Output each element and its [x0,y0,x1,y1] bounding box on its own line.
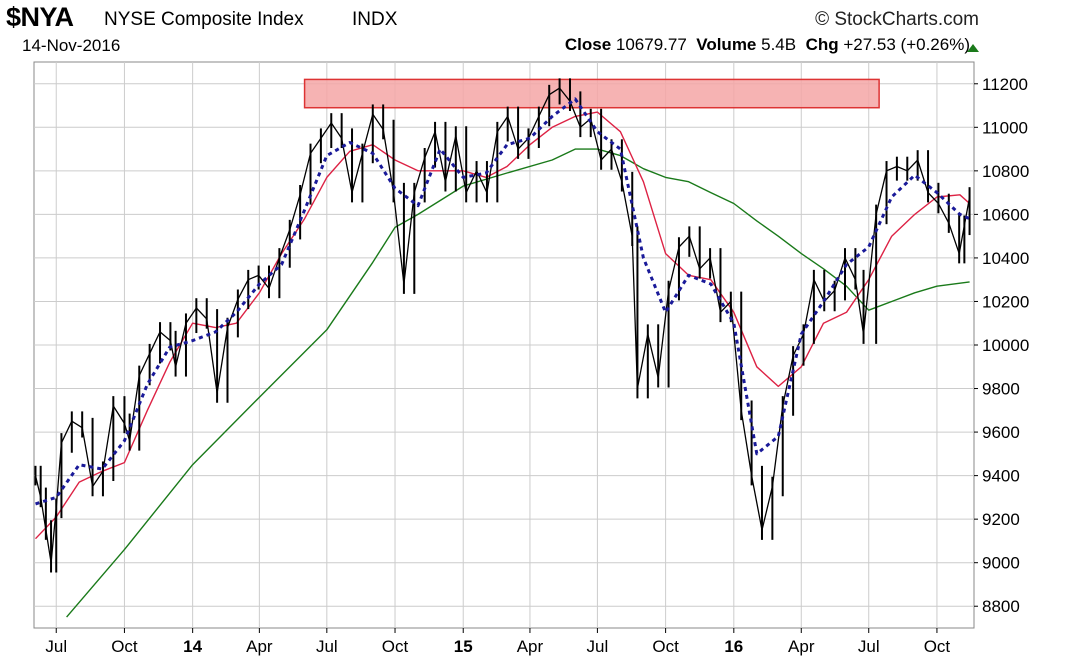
x-tick-label: Apr [788,637,815,656]
mid-ma-layer [34,111,971,540]
index-name: NYSE Composite Index [104,9,304,30]
y-tick-label: 9200 [982,510,1020,529]
y-tick-label: 9800 [982,380,1020,399]
close-value: 10679.77 [615,35,687,54]
y-tick-label: 11000 [982,118,1028,137]
slow-ma-layer [66,148,970,618]
x-tick-label: Apr [517,637,544,656]
y-tick-label: 11200 [982,75,1028,94]
y-tick-label: 9600 [982,423,1020,442]
fast-ma-layer [35,97,971,506]
axis-layer: 8800 9000 9200 9400 9600 9800 10000 10200 10400 1… [45,75,1029,656]
x-tick-label: Oct [382,637,409,656]
y-tick-label: 8800 [982,597,1020,616]
x-tick-label: Jul [45,637,67,656]
y-tick-label: 10400 [982,249,1029,268]
grid-layer [34,62,974,628]
series-ma_mid-line [34,111,971,540]
brand-label: © StockCharts.com [815,9,979,30]
price-layer [34,78,971,573]
close-label: Close [564,35,612,54]
x-tick-label: Apr [246,637,273,656]
stats-line: Close 10679.77 Volume 5.4B Chg +27.53 (+… [565,35,970,55]
y-tick-label: 10600 [982,205,1029,224]
x-tick-label: Oct [652,637,679,656]
y-tick-label: 10000 [982,336,1029,355]
y-tick-label: 9400 [982,467,1020,486]
series-price-line [34,87,971,564]
up-arrow-icon [967,44,979,52]
resistance-zone-layer [303,78,880,109]
date-label: 14-Nov-2016 [22,36,121,55]
symbol-label: $NYA [6,2,74,32]
x-tick-label: Jul [858,637,880,656]
series-ma_slow-line [66,148,970,618]
x-tick-label: Oct [924,637,951,656]
resistance-zone [303,78,880,109]
series-ma_fast-line [35,97,971,506]
x-tick-label: 16 [724,637,743,656]
chg-label: Chg [805,35,839,54]
x-tick-label: Oct [111,637,138,656]
x-tick-label: 15 [454,637,473,656]
x-tick-label: 14 [183,637,202,656]
y-tick-label: 10800 [982,162,1029,181]
chg-value: +27.53 (+0.26%) [843,35,970,54]
x-tick-label: Jul [587,637,609,656]
volume-value: 5.4B [761,35,797,54]
y-tick-label: 10200 [982,292,1029,311]
y-tick-label: 9000 [982,554,1020,573]
volume-label: Volume [696,35,757,54]
exchange-label: INDX [352,9,398,30]
x-tick-label: Jul [316,637,338,656]
